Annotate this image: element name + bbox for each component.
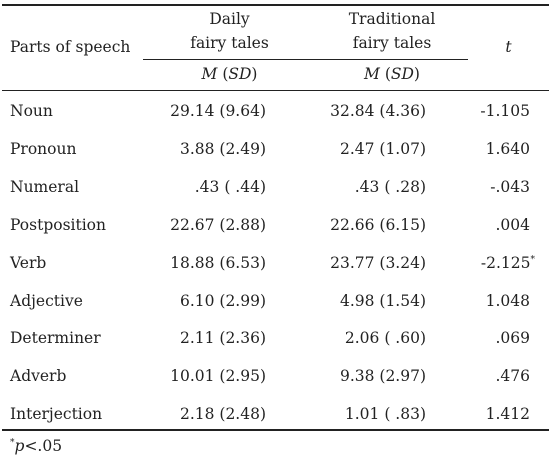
row-label: Adverb — [10, 367, 67, 385]
header-m: M — [364, 65, 380, 83]
cell-daily: 29.14 (9.64) — [170, 102, 266, 120]
cell-daily: 6.10 (2.99) — [179, 292, 266, 310]
header-sd: SD — [228, 65, 252, 83]
cell-t: .069 — [495, 329, 530, 347]
cell-t: -1.105 — [480, 102, 530, 120]
header-m-sd-daily: M (SD) — [201, 65, 258, 83]
cell-traditional: 2.47 (1.07) — [339, 140, 426, 158]
header-m: M — [201, 65, 218, 83]
cell-traditional: 32.84 (4.36) — [330, 102, 426, 120]
bottom-rule — [2, 429, 549, 431]
header-parts-of-speech: Parts of speech — [10, 38, 131, 56]
header-traditional-line1: Traditional — [348, 10, 436, 28]
row-label: Interjection — [10, 405, 103, 423]
cell-traditional: 2.06 ( .60) — [344, 329, 426, 347]
cell-traditional: 23.77 (3.24) — [330, 254, 426, 272]
header-group-rule-traditional — [316, 59, 468, 60]
t-value: -.043 — [490, 178, 530, 196]
cell-daily: 18.88 (6.53) — [170, 254, 266, 272]
top-rule — [2, 4, 549, 6]
significance-mark: * — [530, 255, 536, 265]
t-value: .476 — [495, 367, 530, 385]
t-value: .004 — [495, 216, 530, 234]
t-value: 1.412 — [485, 405, 530, 423]
cell-daily: 22.67 (2.88) — [170, 216, 266, 234]
t-value: 1.048 — [485, 292, 530, 310]
cell-traditional: 22.66 (6.15) — [330, 216, 426, 234]
cell-daily: 3.88 (2.49) — [179, 140, 266, 158]
cell-traditional: .43 ( .28) — [354, 178, 426, 196]
t-value: -1.105 — [480, 102, 530, 120]
t-value: .069 — [495, 329, 530, 347]
footnote-mark: * — [10, 438, 15, 448]
cell-traditional: 9.38 (2.97) — [339, 367, 426, 385]
t-value: -2.125 — [480, 254, 531, 272]
header-bottom-rule — [2, 90, 549, 91]
row-label: Adjective — [10, 292, 83, 310]
cell-t: 1.640 — [485, 140, 530, 158]
t-value: 1.640 — [485, 140, 530, 158]
header-m-sd-traditional: M (SD) — [364, 65, 420, 83]
cell-daily: .43 ( .44) — [194, 178, 266, 196]
header-sd: SD — [390, 65, 414, 83]
cell-daily: 10.01 (2.95) — [170, 367, 266, 385]
cell-t: 1.048 — [485, 292, 530, 310]
header-t: t — [505, 38, 512, 56]
row-label: Postposition — [10, 216, 106, 234]
cell-t: -2.125* — [480, 254, 536, 272]
cell-traditional: 1.01 ( .83) — [344, 405, 426, 423]
footnote: *p<.05 — [10, 437, 63, 455]
footnote-text: <.05 — [24, 437, 63, 455]
cell-daily: 2.11 (2.36) — [179, 329, 266, 347]
cell-t: -.043 — [490, 178, 530, 196]
footnote-p: p — [14, 437, 25, 455]
header-group-rule-daily — [143, 59, 316, 60]
cell-traditional: 4.98 (1.54) — [339, 292, 426, 310]
cell-daily: 2.18 (2.48) — [179, 405, 266, 423]
row-label: Determiner — [10, 329, 101, 347]
cell-t: 1.412 — [485, 405, 530, 423]
row-label: Noun — [10, 102, 53, 120]
row-label: Verb — [10, 254, 47, 272]
row-label: Numeral — [10, 178, 80, 196]
row-label: Pronoun — [10, 140, 77, 158]
header-traditional-line2: fairy tales — [352, 34, 432, 52]
header-daily-line2: fairy tales — [190, 34, 269, 52]
cell-t: .476 — [495, 367, 530, 385]
header-daily-line1: Daily — [209, 10, 250, 28]
cell-t: .004 — [495, 216, 530, 234]
